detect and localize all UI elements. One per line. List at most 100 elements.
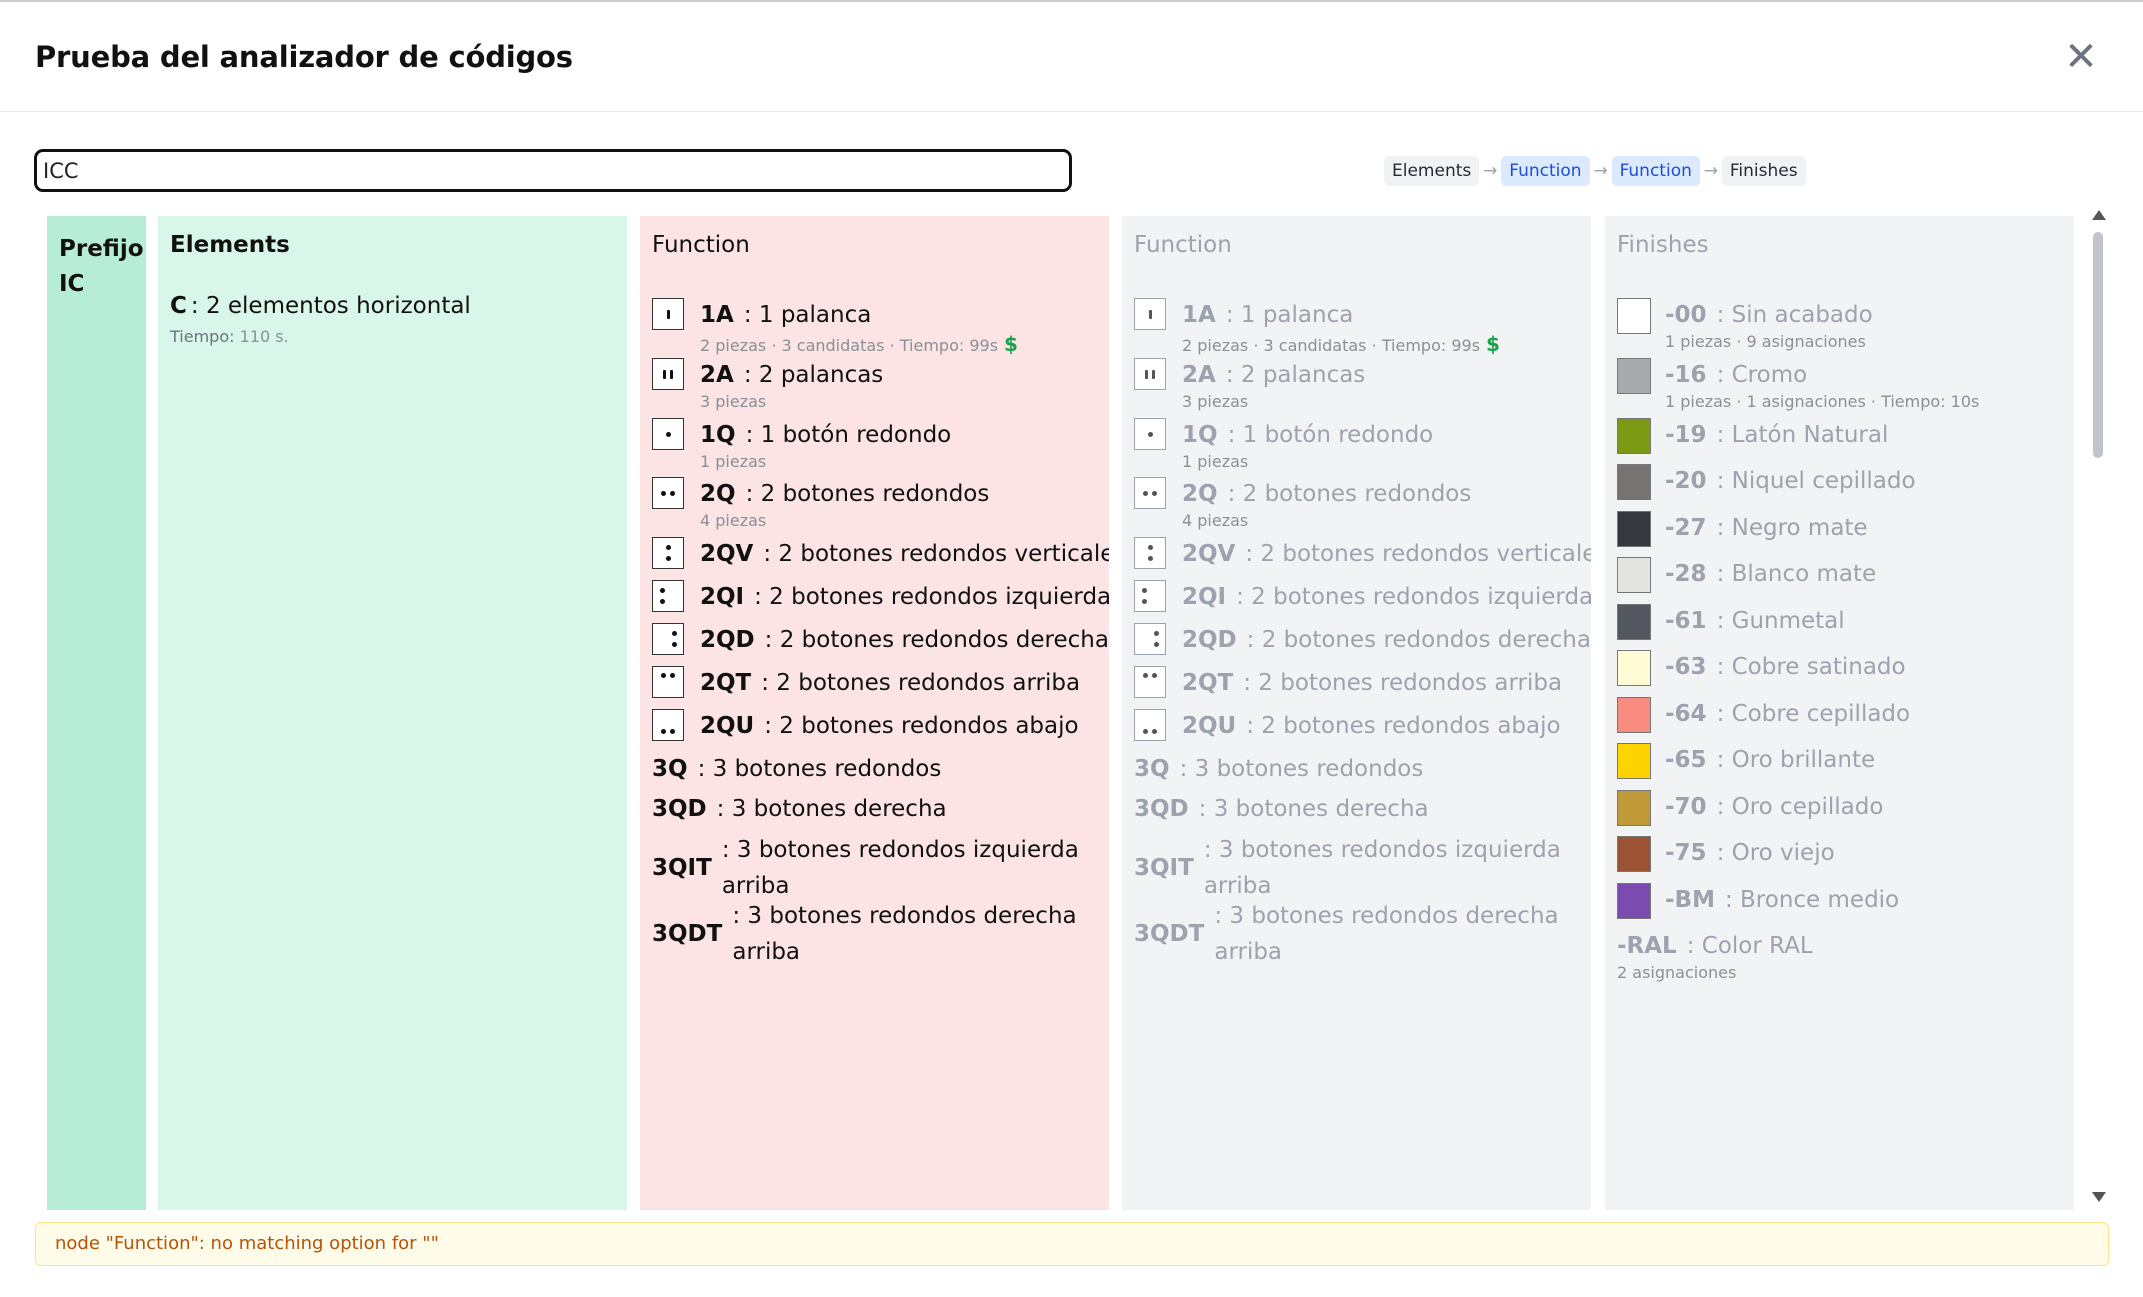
columns-scrollbar[interactable] [2088,208,2108,1208]
function-code: 1Q [700,422,736,448]
function-code: 1Q [1182,422,1218,448]
color-swatch [1617,650,1651,686]
function-description: : 2 botones redondos abajo [1246,713,1561,739]
finish-label: -65: Oro brillante [1665,743,1875,777]
function-description: : 2 botones redondos abajo [764,713,1079,739]
function-label: 2QU: 2 botones redondos abajo [1182,709,1561,743]
function-description: : 2 botones redondos [1227,481,1472,507]
function-description: : 3 botones redondos derecha arriba [732,898,1076,970]
finish-description: : Blanco mate [1716,561,1877,587]
two-buttons-right-icon [1134,623,1166,655]
two-buttons-bottom-icon [652,709,684,741]
two-buttons-icon [652,477,684,509]
breadcrumb: Elements → Function → Function → Finishe… [1384,155,1806,187]
close-icon[interactable]: ✕ [2064,34,2098,80]
function-code: 2QD [700,627,755,653]
element-time-value: 110 s. [239,327,289,346]
finish-code: -RAL [1617,933,1677,959]
scroll-up-icon[interactable] [2092,210,2106,220]
function-description-line2: arriba [1214,939,1283,965]
color-swatch [1617,298,1651,334]
arrow-right-icon: → [1593,161,1608,181]
crumb-elements[interactable]: Elements [1384,156,1480,186]
function-description-line2: arriba [1203,873,1272,899]
two-buttons-vertical-icon [652,537,684,569]
finish-description: : Niquel cepillado [1716,468,1916,494]
color-swatch [1617,464,1651,500]
function-meta: 1 piezas [700,452,766,471]
dollar-icon: $ [1004,332,1018,356]
function-description: : 2 botones redondos derecha [1246,627,1591,653]
function-meta-text: 4 piezas [700,511,767,530]
finish-label: -75: Oro viejo [1665,836,1835,870]
function-label: 2QU: 2 botones redondos abajo [700,709,1079,743]
function-label: 3QD: 3 botones derecha [652,792,947,826]
element-option-c[interactable]: C: 2 elementos horizontal [170,293,471,319]
function-label: 3QIT: 3 botones redondos izquierda arriba [1134,832,1561,904]
function-description: : 2 palancas [743,362,884,388]
function-meta-text: 2 piezas · 3 candidatas · Tiempo: 99s [700,336,999,355]
function-description: : 3 botones redondos derecha arriba [1214,898,1558,970]
dollar-icon: $ [1486,332,1500,356]
finish-description: : Gunmetal [1716,608,1845,634]
color-swatch [1617,604,1651,640]
scroll-down-icon[interactable] [2092,1192,2106,1202]
function-code: 3QDT [1134,921,1205,947]
function-description: : 2 botones redondos izquierda [754,584,1109,610]
two-buttons-vertical-icon [1134,537,1166,569]
finish-description: : Negro mate [1716,515,1868,541]
icon-dot [1154,631,1159,636]
function-label: 2Q : 2 botones redondos [1182,477,1471,511]
function-description: : 1 palanca [743,302,872,328]
color-swatch [1617,836,1651,872]
crumb-function-1[interactable]: Function [1501,156,1590,186]
icon-dot [1143,491,1148,496]
icon-dot [1154,642,1159,647]
finish-label: -00: Sin acabado [1665,298,1873,332]
modal-title: Prueba del analizador de códigos [35,40,573,74]
function-description-line2: arriba [721,873,790,899]
function-label: 2QV: 2 botones redondos verticales [1182,537,1591,571]
crumb-function-2[interactable]: Function [1611,156,1700,186]
icon-dot [666,432,671,437]
finish-label: -19: Latón Natural [1665,418,1888,452]
function-description-line1: : 3 botones redondos izquierda [721,837,1079,863]
element-label: : 2 elementos horizontal [190,293,471,319]
icon-dot [1148,556,1153,561]
function-meta: 4 piezas [1182,511,1248,530]
prefix-value: IC [59,271,85,297]
two-buttons-top-icon [652,666,684,698]
icon-dot [660,588,665,593]
two-buttons-left-icon [1134,580,1166,612]
finish-code: -00 [1665,302,1707,328]
finish-code: -BM [1665,887,1715,913]
function-label: 3QDT : 3 botones redondos derecha arriba [1134,898,1559,970]
function-code: 2Q [1182,481,1218,507]
finish-label: -28: Blanco mate [1665,557,1876,591]
function-meta-text: 1 piezas [700,452,767,471]
color-swatch [1617,790,1651,826]
scroll-thumb[interactable] [2093,232,2103,458]
function-label: 1Q: 1 botón redondo [1182,418,1433,452]
code-input[interactable] [34,149,1072,192]
finish-code: -27 [1665,515,1707,541]
finishes-column: Finishes -00: Sin acabado 1 piezas · 9 as… [1605,216,2074,1210]
two-levers-icon [1134,358,1166,390]
icon-dot [1152,729,1157,734]
function-meta: 4 piezas [700,511,766,530]
function-label: 2QD: 2 botones redondos derecha [1182,623,1591,657]
color-swatch [1617,418,1651,454]
finish-description: : Oro viejo [1716,840,1835,866]
function-label: 2QI: 2 botones redondos izquierda [700,580,1109,614]
icon-dot [670,673,675,678]
function-label: 2QV: 2 botones redondos verticales [700,537,1109,571]
two-buttons-top-icon [1134,666,1166,698]
icon-dot [666,556,671,561]
finish-meta: 2 asignaciones [1617,963,1737,982]
elements-heading: Elements [170,232,290,258]
function-label: 1A: 1 palanca [700,298,871,332]
crumb-finishes[interactable]: Finishes [1721,156,1806,186]
one-button-icon [1134,418,1166,450]
prefix-title: Prefijo [59,236,144,262]
function-label: 3Q: 3 botones redondos [1134,752,1423,786]
